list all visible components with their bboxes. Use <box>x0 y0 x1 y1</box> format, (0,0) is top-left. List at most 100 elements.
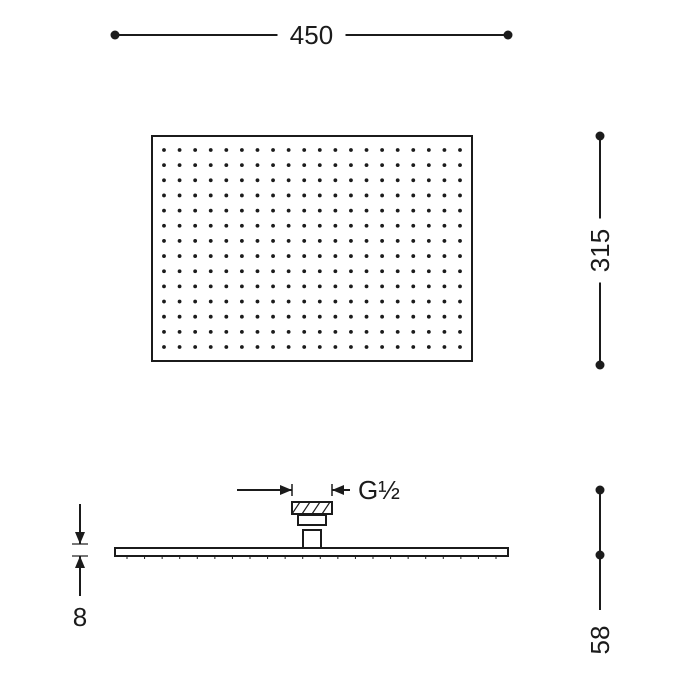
nozzle-hole <box>458 163 462 167</box>
nozzle-hole <box>396 254 400 258</box>
nozzle-hole <box>458 194 462 198</box>
nozzle-hole <box>178 330 182 334</box>
nozzle-hole <box>240 345 244 349</box>
nozzle-hole <box>178 163 182 167</box>
nozzle-hole <box>193 178 197 182</box>
nozzle-hole <box>193 148 197 152</box>
nozzle-hole <box>209 163 213 167</box>
nozzle-hole <box>256 148 260 152</box>
nozzle-hole <box>349 163 353 167</box>
nozzle-hole <box>256 315 260 319</box>
nozzle-hole <box>365 209 369 213</box>
nozzle-hole <box>224 300 228 304</box>
nozzle-hole <box>396 194 400 198</box>
nozzle-hole <box>443 239 447 243</box>
nozzle-hole <box>365 300 369 304</box>
nozzle-hole <box>411 163 415 167</box>
nozzle-hole <box>411 178 415 182</box>
nozzle-hole <box>178 315 182 319</box>
nozzle-hole <box>240 315 244 319</box>
hatch <box>312 502 320 514</box>
nozzle-hole <box>162 315 166 319</box>
nozzle-hole <box>318 254 322 258</box>
nozzle-hole <box>333 254 337 258</box>
nozzle-hole <box>396 178 400 182</box>
nozzle-hole <box>333 345 337 349</box>
nozzle-hole <box>193 284 197 288</box>
nozzle-hole <box>458 300 462 304</box>
nozzle-hole <box>458 345 462 349</box>
nozzle-hole <box>411 269 415 273</box>
nozzle-hole <box>162 345 166 349</box>
nozzle-hole <box>333 148 337 152</box>
nozzle-hole <box>349 194 353 198</box>
nozzle-hole <box>287 254 291 258</box>
nozzle-hole <box>411 254 415 258</box>
nozzle-hole <box>427 300 431 304</box>
nozzle-hole <box>162 269 166 273</box>
nozzle-hole <box>411 284 415 288</box>
nozzle-hole <box>271 300 275 304</box>
nozzle-hole <box>443 254 447 258</box>
nozzle-hole <box>240 239 244 243</box>
nozzle-hole <box>365 284 369 288</box>
nozzle-hole <box>224 209 228 213</box>
nozzle-hole <box>427 315 431 319</box>
nozzle-hole <box>349 178 353 182</box>
nozzle-hole <box>333 330 337 334</box>
nozzle-hole <box>427 178 431 182</box>
nozzle-hole <box>209 239 213 243</box>
nozzle-hole <box>287 284 291 288</box>
nozzle-hole <box>193 315 197 319</box>
nozzle-hole <box>162 224 166 228</box>
nozzle-hole <box>178 254 182 258</box>
nozzle-hole <box>365 163 369 167</box>
nozzle-hole <box>443 300 447 304</box>
nozzle-hole <box>193 194 197 198</box>
nozzle-hole <box>162 300 166 304</box>
nozzle-hole <box>240 224 244 228</box>
nozzle-hole <box>302 315 306 319</box>
dim-label-connector: G½ <box>358 475 400 505</box>
nozzle-hole <box>271 163 275 167</box>
nozzle-hole <box>302 239 306 243</box>
hatch <box>322 502 330 514</box>
nozzle-hole <box>178 300 182 304</box>
nozzle-hole <box>443 330 447 334</box>
nozzle-hole <box>349 224 353 228</box>
nozzle-hole <box>318 224 322 228</box>
nozzle-hole <box>349 209 353 213</box>
nozzle-hole <box>271 194 275 198</box>
nozzle-hole <box>209 178 213 182</box>
nozzle-hole <box>178 345 182 349</box>
nozzle-hole <box>240 209 244 213</box>
nozzle-hole <box>287 209 291 213</box>
nozzle-hole <box>240 163 244 167</box>
nozzle-hole <box>365 345 369 349</box>
dim-endpoint <box>111 31 120 40</box>
nozzle-hole <box>349 254 353 258</box>
nozzle-hole <box>193 209 197 213</box>
nozzle-hole <box>162 239 166 243</box>
nozzle-hole <box>287 315 291 319</box>
nozzle-hole <box>333 163 337 167</box>
dim-label-width: 450 <box>290 20 333 50</box>
nozzle-hole <box>365 330 369 334</box>
nozzle-hole <box>256 178 260 182</box>
nozzle-hole <box>209 254 213 258</box>
nozzle-hole <box>162 209 166 213</box>
nozzle-hole <box>209 269 213 273</box>
nozzle-hole <box>333 224 337 228</box>
dim-endpoint <box>596 361 605 370</box>
nozzle-hole <box>380 194 384 198</box>
nozzle-hole <box>396 148 400 152</box>
nozzle-hole <box>178 269 182 273</box>
nozzle-hole <box>458 284 462 288</box>
nozzle-hole <box>256 194 260 198</box>
nozzle-hole <box>178 239 182 243</box>
nozzle-hole <box>224 178 228 182</box>
dim-endpoint <box>504 31 513 40</box>
arrowhead-icon <box>280 485 292 495</box>
nozzle-hole <box>256 300 260 304</box>
nozzle-hole <box>178 194 182 198</box>
